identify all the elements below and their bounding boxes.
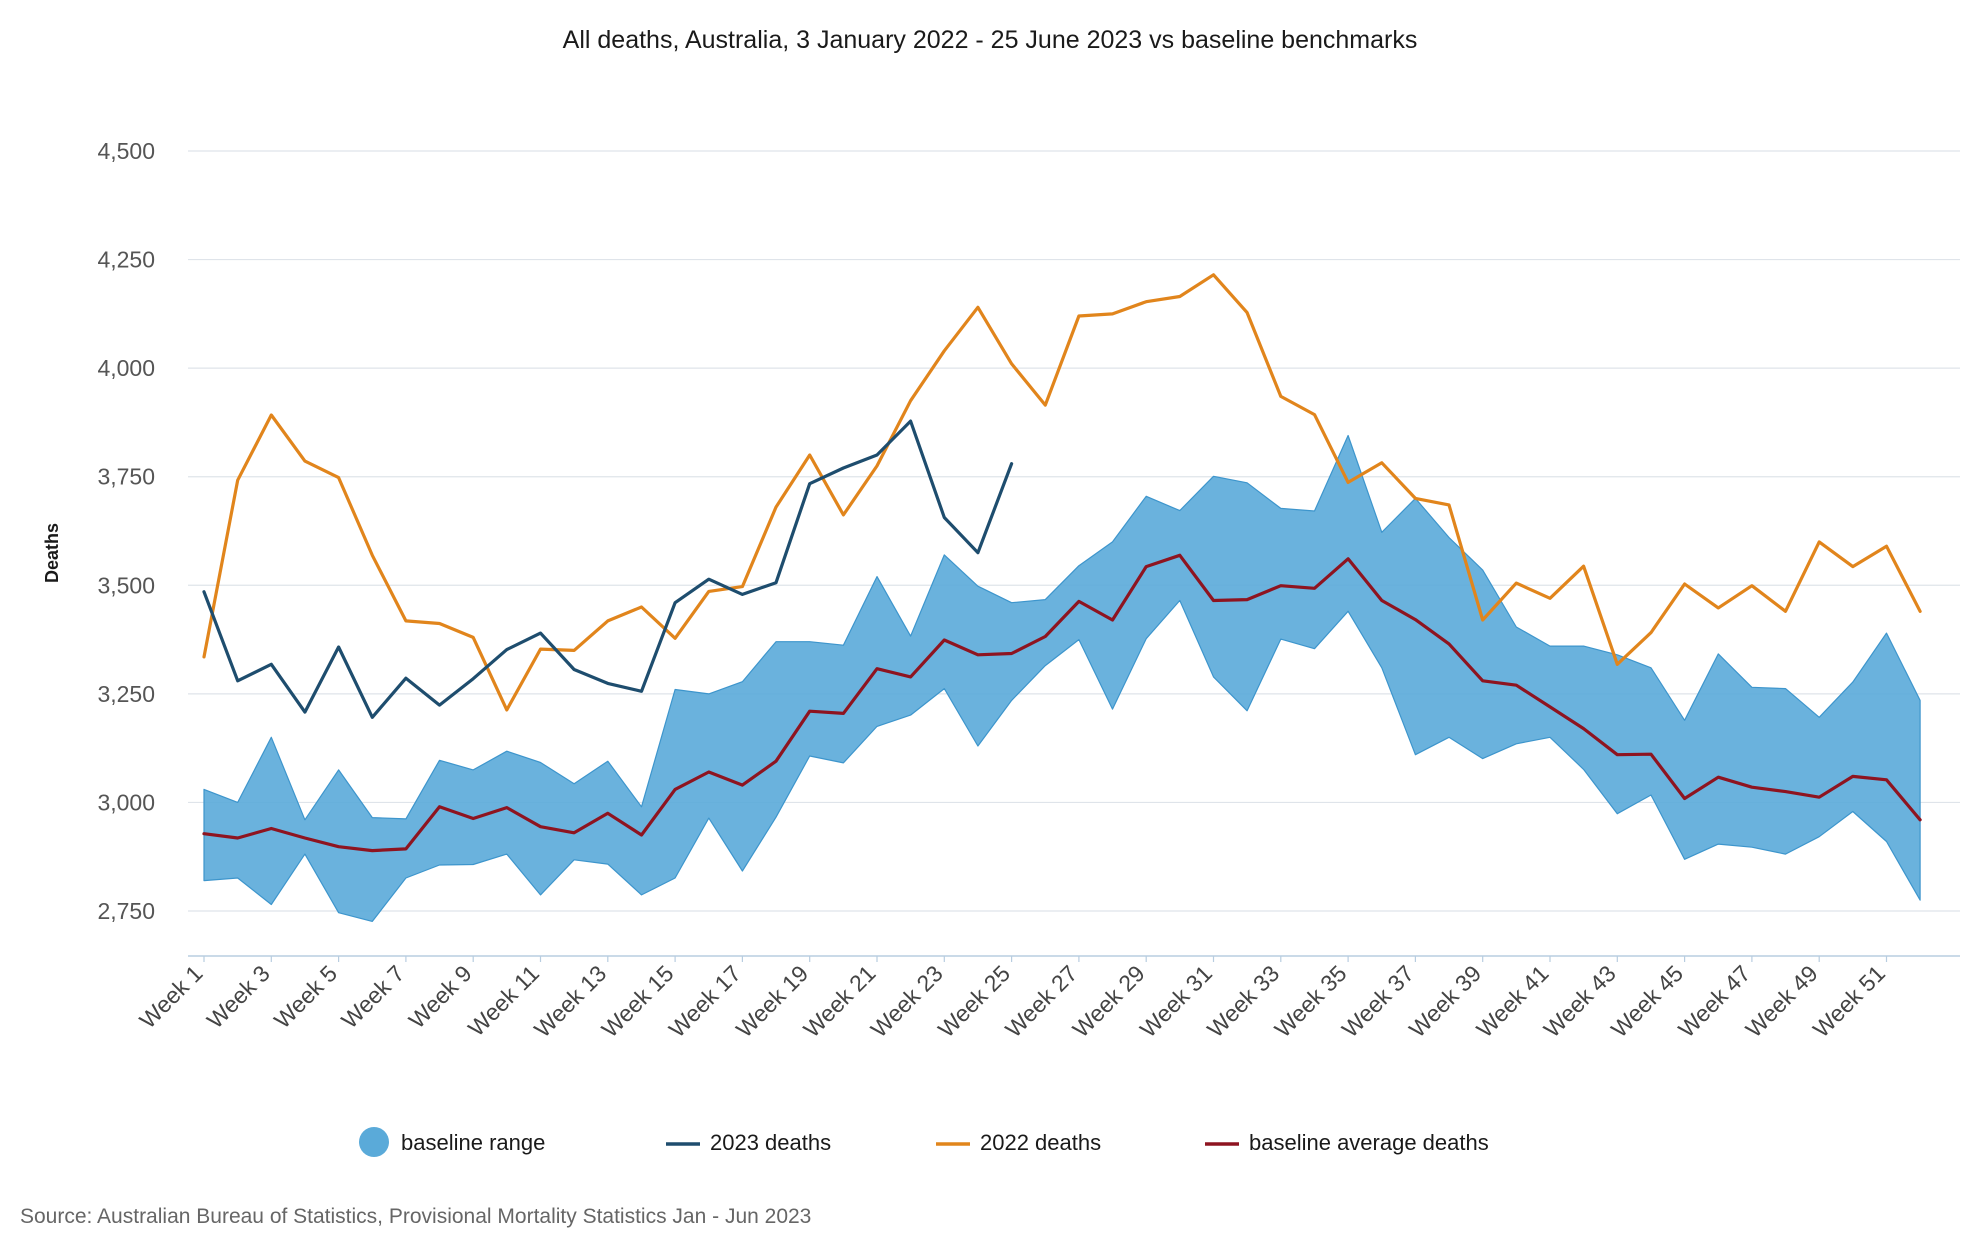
x-tick-label: Week 1 [134, 960, 207, 1033]
legend-item-baseline-average-deaths[interactable]: baseline average deaths [1205, 1130, 1489, 1155]
legend-item-baseline-range[interactable]: baseline range [359, 1127, 545, 1157]
legend-item-2023-deaths[interactable]: 2023 deaths [666, 1130, 831, 1155]
y-axis-label: Deaths [42, 523, 62, 583]
chart-title: All deaths, Australia, 3 January 2022 - … [563, 26, 1418, 54]
x-tick-label: Week 37 [1337, 960, 1419, 1042]
x-tick-label: Week 3 [202, 960, 275, 1033]
series-line-baseline-average-deaths [202, 553, 1922, 853]
series-lines [202, 273, 1922, 853]
y-tick-label: 4,500 [97, 138, 155, 164]
x-tick-label: Week 13 [529, 960, 611, 1042]
series-line-2022-deaths [202, 273, 1922, 712]
series-line-2023-deaths [202, 419, 1014, 719]
x-tick-label: Week 45 [1606, 960, 1688, 1042]
x-tick-label: Week 23 [866, 960, 948, 1042]
x-tick-label: Week 5 [269, 960, 342, 1033]
x-tick-label: Week 21 [798, 960, 880, 1042]
y-axis-ticks: 2,750 3,000 3,250 3,500 3,750 4,000 4,250 4,500 [97, 138, 155, 924]
legend: baseline range 2023 deaths 2022 deaths b… [359, 1127, 1489, 1157]
source-note: Source: Australian Bureau of Statistics,… [20, 1205, 811, 1228]
y-tick-label: 3,500 [97, 572, 155, 598]
legend-swatch-baseline-range [359, 1127, 389, 1157]
x-tick-label: Week 19 [731, 960, 813, 1042]
y-tick-label: 3,000 [97, 789, 155, 815]
x-tick-label: Week 35 [1269, 960, 1351, 1042]
legend-label-baseline-average-deaths: baseline average deaths [1249, 1130, 1489, 1155]
y-tick-label: 3,250 [97, 681, 155, 707]
x-tick-label: Week 29 [1067, 960, 1149, 1042]
baseline-range-band [203, 434, 1921, 923]
y-tick-label: 4,000 [97, 355, 155, 381]
legend-label-2023-deaths: 2023 deaths [710, 1130, 831, 1155]
legend-item-2022-deaths[interactable]: 2022 deaths [936, 1130, 1101, 1155]
x-tick-label: Week 17 [664, 960, 746, 1042]
x-tick-label: Week 7 [336, 960, 409, 1033]
x-tick-label: Week 41 [1471, 960, 1553, 1042]
y-tick-label: 3,750 [97, 464, 155, 490]
x-tick-label: Week 49 [1740, 960, 1822, 1042]
x-tick-label: Week 25 [933, 960, 1015, 1042]
x-tick-label: Week 31 [1135, 960, 1217, 1042]
x-tick-label: Week 33 [1202, 960, 1284, 1042]
y-tick-label: 2,750 [97, 898, 155, 924]
x-tick-label: Week 27 [1000, 960, 1082, 1042]
x-tick-label: Week 39 [1404, 960, 1486, 1042]
y-tick-label: 4,250 [97, 247, 155, 273]
x-tick-label: Week 47 [1673, 960, 1755, 1042]
baseline-range-area [203, 434, 1921, 923]
legend-label-baseline-range: baseline range [401, 1130, 545, 1155]
x-tick-label: Week 11 [463, 960, 544, 1041]
x-tick-label: Week 43 [1539, 960, 1621, 1042]
x-tick-label: Week 15 [596, 960, 678, 1042]
legend-label-2022-deaths: 2022 deaths [980, 1130, 1101, 1155]
x-tick-label: Week 51 [1808, 960, 1890, 1042]
